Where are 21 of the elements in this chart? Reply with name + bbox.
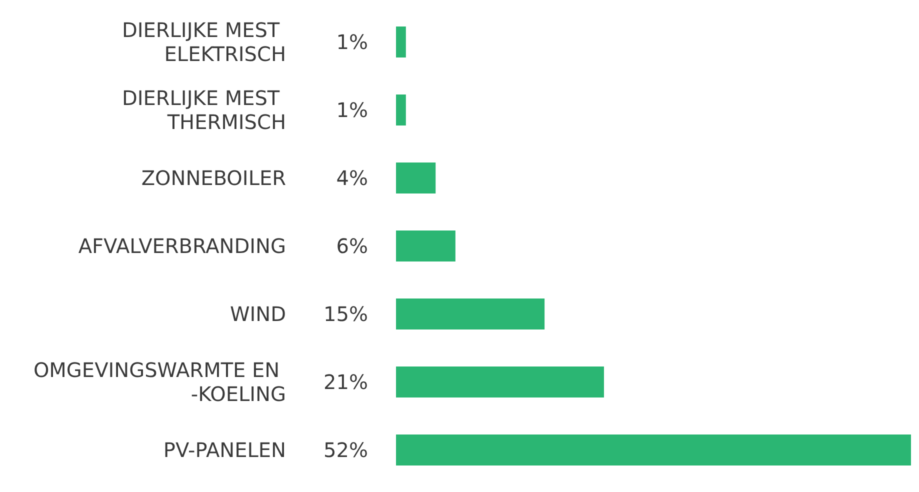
data-label: 1% (336, 98, 368, 122)
y-tick-label: PV-PANELEN (163, 438, 286, 462)
bar (396, 26, 406, 58)
data-label: 1% (336, 30, 368, 54)
data-label: 6% (336, 234, 368, 258)
y-tick-label: WIND (230, 302, 286, 326)
y-tick-label: DIERLIJKE MEST ELEKTRISCH (122, 18, 286, 66)
bar (396, 434, 911, 466)
y-tick-label: ZONNEBOILER (141, 166, 286, 190)
data-label: 21% (324, 370, 368, 394)
y-tick-label: OMGEVINGSWARMTE EN -KOELING (33, 358, 286, 406)
bar (396, 298, 545, 330)
bar (396, 230, 456, 262)
data-label: 52% (324, 438, 368, 462)
data-label: 15% (324, 302, 368, 326)
data-label: 4% (336, 166, 368, 190)
y-tick-label: AFVALVERBRANDING (78, 234, 286, 258)
bar (396, 162, 436, 194)
y-tick-label: DIERLIJKE MEST THERMISCH (122, 86, 286, 134)
bar (396, 366, 604, 398)
bar (396, 94, 406, 126)
